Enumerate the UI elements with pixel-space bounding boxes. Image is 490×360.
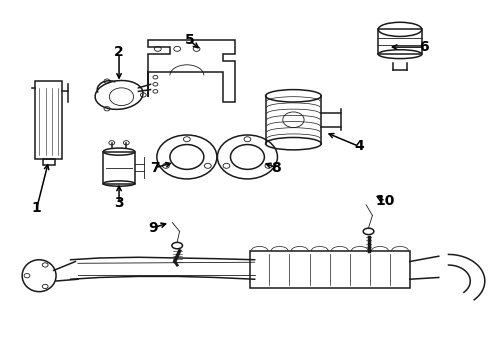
Bar bbox=[43, 159, 55, 165]
Text: 5: 5 bbox=[184, 33, 194, 47]
Text: 6: 6 bbox=[419, 40, 429, 54]
Text: 10: 10 bbox=[376, 194, 395, 208]
Text: 2: 2 bbox=[114, 45, 124, 59]
Text: 9: 9 bbox=[148, 221, 158, 235]
Bar bbox=[250, 251, 410, 288]
Text: 7: 7 bbox=[150, 161, 160, 175]
Text: 8: 8 bbox=[271, 161, 281, 175]
Text: 1: 1 bbox=[32, 201, 42, 215]
Bar bbox=[35, 81, 62, 159]
Bar bbox=[103, 152, 135, 184]
Text: 4: 4 bbox=[354, 139, 364, 153]
Bar bbox=[378, 30, 422, 54]
Text: 3: 3 bbox=[114, 196, 124, 210]
